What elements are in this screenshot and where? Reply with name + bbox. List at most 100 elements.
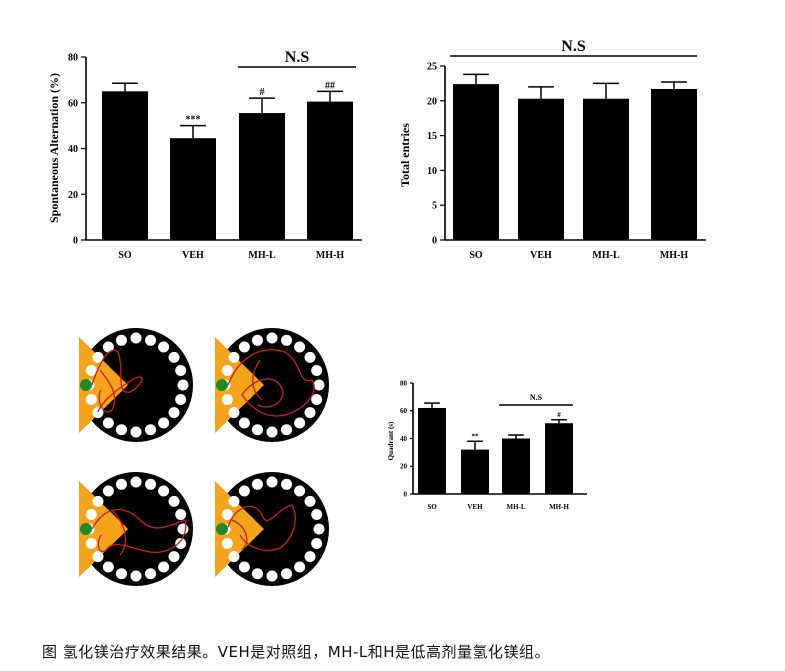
hole [228, 407, 240, 419]
x-tick-label: MH-L [248, 250, 276, 261]
start-marker [216, 379, 228, 391]
ns-annotation: N.S [561, 38, 586, 55]
bar [170, 138, 216, 240]
hole [281, 478, 293, 490]
hole [158, 417, 170, 429]
hole [294, 417, 306, 429]
maze-arena [215, 472, 329, 586]
hole [130, 570, 142, 582]
y-tick-label: 15 [427, 131, 437, 142]
x-tick-label: SO [427, 503, 437, 511]
hole [92, 351, 104, 363]
bar [651, 88, 697, 240]
hole [228, 351, 240, 363]
x-tick-label: MH-H [316, 250, 345, 261]
hole [294, 485, 306, 497]
hole [102, 417, 114, 429]
hole [158, 561, 170, 573]
hole [281, 334, 293, 346]
significance-label: # [260, 87, 265, 98]
hole [251, 334, 263, 346]
hole [221, 364, 233, 376]
hole [85, 538, 97, 550]
hole [294, 341, 306, 353]
y-tick-label: 0 [73, 236, 78, 247]
hole [92, 407, 104, 419]
target-quadrant [79, 337, 128, 433]
start-marker [80, 379, 92, 391]
trajectory-path [227, 349, 315, 417]
bar [545, 423, 573, 494]
maze-2 [79, 472, 193, 586]
hole [175, 508, 187, 520]
target-quadrant [79, 481, 128, 577]
figure-caption: 图 氢化镁治疗效果结果。VEH是对照组，MH-L和H是低高剂量氢化镁组。 [42, 643, 551, 661]
significance-label: ## [325, 80, 335, 91]
x-tick-label: MH-H [660, 250, 689, 261]
y-tick-label: 80 [68, 53, 78, 64]
hole [92, 495, 104, 507]
y-tick-label: 20 [427, 96, 437, 107]
significance-label: ** [472, 432, 480, 440]
maze-arena [215, 328, 329, 442]
trajectory-path [91, 349, 143, 413]
hole [311, 538, 323, 550]
target-quadrant [215, 337, 264, 433]
chart-2: 0 20 40 60 80 Quadrant (s) SO ** VEH MH-L # MH-H N.S [387, 379, 587, 511]
bar [502, 438, 530, 494]
hole [92, 551, 104, 563]
start-marker [80, 523, 92, 535]
hole [130, 332, 142, 344]
hole [251, 478, 263, 490]
y-tick-label: 0 [404, 490, 408, 498]
hole [228, 551, 240, 563]
hole [102, 561, 114, 573]
hole [177, 379, 189, 391]
y-tick-label: 20 [400, 463, 408, 471]
hole [266, 426, 278, 438]
hole [304, 407, 316, 419]
start-marker [216, 523, 228, 535]
y-tick-label: 0 [432, 236, 437, 247]
hole [85, 364, 97, 376]
y-tick-label: 60 [400, 407, 408, 415]
y-tick-label: 20 [68, 190, 78, 201]
hole [238, 341, 250, 353]
x-tick-label: MH-L [506, 503, 525, 511]
trajectory-path [91, 509, 187, 556]
bar [239, 113, 285, 240]
hole [304, 495, 316, 507]
hole [228, 495, 240, 507]
hole [266, 570, 278, 582]
hole [304, 551, 316, 563]
hole [85, 508, 97, 520]
ns-annotation: N.S [285, 49, 310, 66]
bar [453, 84, 499, 240]
hole [311, 394, 323, 406]
hole [251, 424, 263, 436]
x-tick-label: SO [118, 250, 132, 261]
hole [168, 407, 180, 419]
y-tick-label: 40 [400, 435, 408, 443]
hole [168, 551, 180, 563]
y-axis-label: Spontaneous Alternation (%) [47, 73, 61, 223]
hole [251, 568, 263, 580]
hole [238, 417, 250, 429]
ns-annotation: N.S [530, 393, 543, 402]
hole [145, 478, 157, 490]
hole [238, 485, 250, 497]
significance-label: *** [186, 115, 201, 126]
hole [145, 334, 157, 346]
hole [175, 364, 187, 376]
hole [130, 426, 142, 438]
hole [115, 334, 127, 346]
bar [418, 407, 446, 494]
x-tick-label: VEH [530, 250, 552, 261]
hole [115, 478, 127, 490]
hole [130, 476, 142, 488]
x-tick-label: VEH [467, 503, 483, 511]
hole [221, 538, 233, 550]
bar [307, 101, 353, 240]
hole [281, 424, 293, 436]
